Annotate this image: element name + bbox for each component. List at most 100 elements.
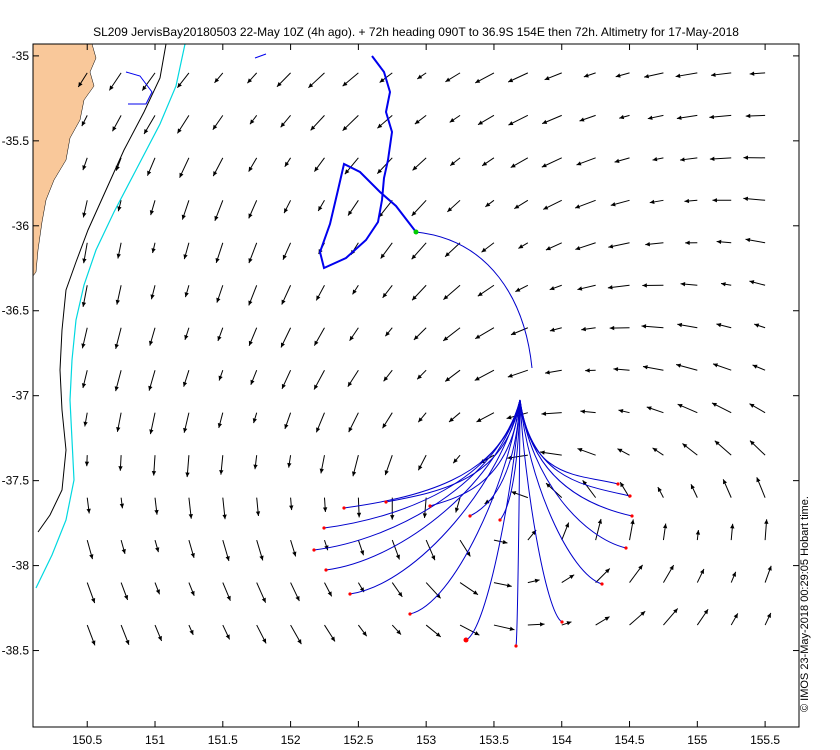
current-arrowhead [477,291,483,297]
current-arrowhead [545,246,551,251]
current-arrowhead [151,248,156,254]
glider-track [318,55,417,270]
current-arrowhead [262,638,267,644]
current-arrowhead [81,343,86,349]
current-arrowhead [675,73,681,78]
current-arrowhead [115,299,120,305]
current-arrowhead [142,85,147,91]
current-arrowhead [711,402,717,407]
isobath-200m [37,44,167,533]
current-arrowhead [116,426,121,432]
current-arrowhead [109,85,114,91]
current-arrowhead [646,406,652,411]
current-arrowhead [577,286,583,291]
y-tick-label: -36 [12,219,30,233]
current-arrowhead [541,411,547,416]
y-tick-label: -36.5 [2,304,30,318]
y-tick-label: -35 [12,49,30,63]
current-arrowhead [212,124,218,130]
current-arrowhead [380,253,386,259]
forecast-endpoint [348,592,352,596]
current-arrowhead [502,539,508,545]
current-arrowhead [150,294,155,300]
x-tick-label: 153.5 [479,733,509,747]
current-arrowhead [576,161,582,166]
current-arrowhead [316,427,321,433]
current-arrowhead [218,375,223,381]
current-arrowhead [413,335,419,340]
current-arrowhead [123,594,129,600]
current-arrowhead [344,169,350,175]
current-arrowhead [314,384,319,390]
current-arrowhead [669,565,674,571]
current-arrowhead [356,512,362,518]
current-arrowhead [695,530,701,535]
current-arrowhead [690,484,695,490]
current-arrowhead [619,114,625,120]
current-arrowhead [508,78,514,83]
current-arrowhead [115,165,120,171]
current-arrowhead [676,115,682,120]
forecast-endpoint [384,500,388,504]
current-arrowhead [417,74,423,79]
current-arrowhead [362,631,367,637]
current-arrowhead [543,205,549,210]
current-arrowhead [182,381,188,387]
current-arrowhead [518,244,524,249]
current-arrowhead [677,322,683,328]
x-tick-label: 154.5 [615,733,645,747]
forecast-path [415,231,533,369]
current-arrowhead [213,171,218,177]
current-arrowhead [82,212,87,218]
glider-track-leg [125,53,267,105]
current-arrowhead [545,370,550,375]
y-tick-label: -38 [12,559,30,573]
current-arrowhead [431,555,436,561]
forecast-endpoint [408,612,412,616]
current-arrowhead [261,597,266,603]
x-tick-label: 154 [552,733,572,747]
current-arrowhead [649,199,655,205]
current-arrowhead [743,196,749,201]
current-arrowhead [225,634,230,640]
current-arrowhead [454,507,460,513]
current-arrowhead [745,113,751,119]
current-arrowhead [756,477,761,483]
forecast-endpoint [616,482,620,486]
forecast-path [469,399,521,517]
current-arrowhead [445,77,451,82]
current-arrowhead [155,589,160,595]
x-tick-label: 151.5 [208,733,238,747]
current-arrowhead [453,458,458,464]
current-arrowhead [382,292,388,298]
current-arrowhead [564,522,570,528]
current-arrowhead [322,507,328,512]
current-arrowhead [412,295,417,301]
current-arrowhead [348,427,353,433]
current-arrowhead [585,368,590,373]
x-tick-label: 152.5 [343,733,373,747]
current-arrowhead [379,78,385,83]
current-arrowhead [447,207,453,212]
current-arrowhead [121,548,126,554]
current-arrowhead [214,215,219,221]
current-arrowhead [114,386,119,392]
current-arrowhead [119,503,125,509]
current-arrowhead [184,334,189,340]
current-arrowhead [754,323,760,328]
current-arrowhead [449,118,455,123]
forecast-path [465,399,521,641]
current-arrowhead [314,340,319,346]
current-arrowhead [248,258,253,264]
current-arrowhead [579,117,585,122]
current-arrowhead [680,282,686,287]
current-arrowhead [259,555,264,561]
forecast-endpoint [600,582,604,586]
current-arrowhead [148,385,153,391]
current-arrowhead [189,629,194,635]
current-arrowhead [86,508,91,514]
current-arrowhead [417,374,422,380]
current-arrowhead [149,340,154,346]
current-arrowhead [749,403,755,408]
current-arrowhead [252,418,257,424]
